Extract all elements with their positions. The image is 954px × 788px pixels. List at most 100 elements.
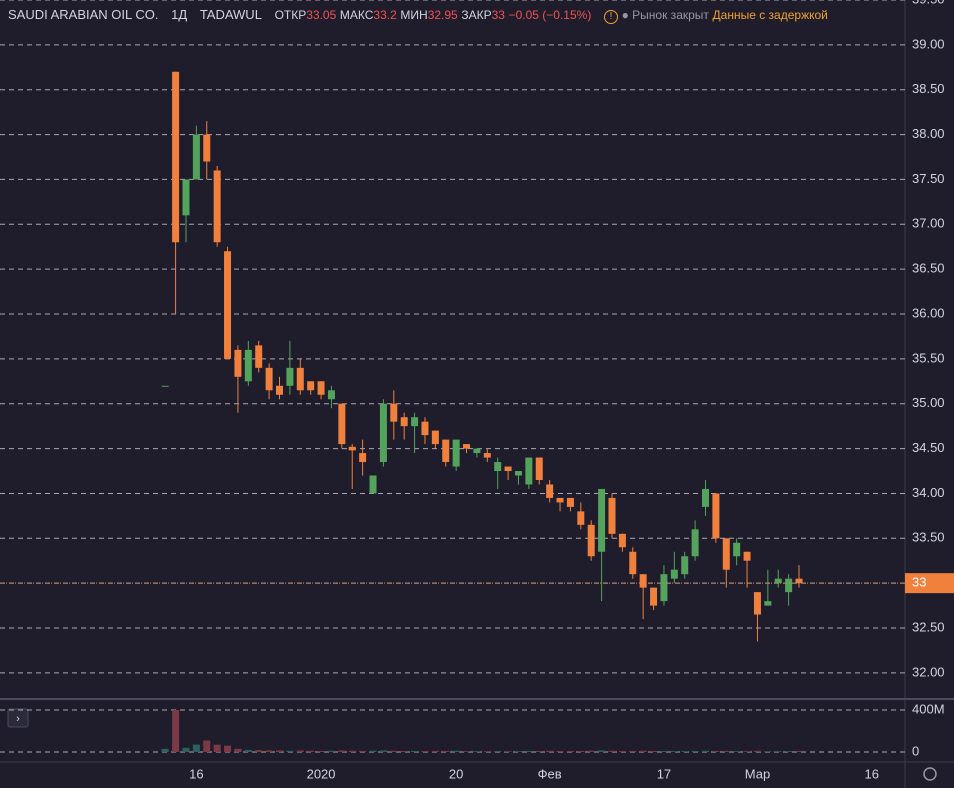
candle-body bbox=[213, 170, 221, 243]
high-label: МАКС bbox=[339, 8, 374, 22]
candle-body bbox=[504, 466, 512, 472]
volume-bar bbox=[504, 751, 512, 752]
legend-header: SAUDI ARABIAN OIL CO. 1Д TADAWUL ОТКР33.… bbox=[8, 7, 828, 24]
candle-body bbox=[192, 134, 200, 180]
volume-bar bbox=[286, 750, 294, 752]
volume-bar bbox=[421, 750, 429, 752]
volume-bar bbox=[650, 750, 658, 752]
volume-bar bbox=[702, 750, 710, 752]
y-tick-label: 33.50 bbox=[912, 530, 945, 545]
volume-bar bbox=[608, 750, 616, 752]
volume-bar bbox=[307, 750, 315, 752]
warning-icon[interactable]: ! bbox=[603, 10, 618, 24]
candle-body bbox=[650, 587, 658, 606]
candle-body bbox=[556, 497, 564, 503]
candle-body bbox=[317, 381, 325, 395]
candle-body bbox=[265, 367, 273, 391]
candle-body bbox=[411, 417, 419, 427]
x-tick-label: 16 bbox=[865, 766, 879, 781]
candle-body bbox=[234, 349, 242, 377]
candle-body bbox=[307, 381, 315, 391]
volume-bar bbox=[733, 751, 741, 752]
candle-body bbox=[338, 403, 346, 445]
candle-body bbox=[255, 345, 263, 368]
y-tick-label: 38.00 bbox=[912, 126, 945, 141]
low-label: МИН bbox=[400, 8, 428, 22]
high-value: 33.2 bbox=[373, 8, 397, 22]
candle-body bbox=[348, 446, 356, 451]
candle-body bbox=[286, 367, 294, 386]
y-tick-label: 39.50 bbox=[912, 0, 945, 6]
volume-bar bbox=[525, 750, 533, 752]
x-tick-label: Фев bbox=[538, 766, 562, 781]
close-label: ЗАКР bbox=[461, 8, 492, 22]
candle-body bbox=[795, 578, 803, 584]
volume-bar bbox=[224, 745, 232, 752]
candle-body bbox=[369, 475, 377, 494]
volume-bar bbox=[379, 750, 387, 752]
candle-body bbox=[691, 529, 699, 557]
candle-body bbox=[733, 542, 741, 557]
volume-bar bbox=[244, 749, 252, 752]
candle-body bbox=[753, 592, 761, 615]
volume-bar bbox=[691, 750, 699, 752]
exchange: TADAWUL bbox=[199, 7, 262, 22]
volume-bar bbox=[743, 751, 751, 752]
volume-bar bbox=[317, 750, 325, 752]
x-tick-label: 20 bbox=[449, 766, 463, 781]
volume-bar bbox=[566, 750, 574, 752]
collapse-button[interactable] bbox=[7, 708, 29, 728]
candle-body bbox=[463, 444, 471, 449]
last-price-box bbox=[905, 573, 954, 594]
volume-bar bbox=[587, 750, 595, 752]
y-tick-label: 38.50 bbox=[912, 81, 945, 96]
volume-bar bbox=[234, 748, 242, 752]
y-tick-label: 36.00 bbox=[912, 305, 945, 320]
volume-bar bbox=[494, 750, 502, 752]
volume-tick-label: 0 bbox=[912, 743, 919, 758]
volume-bar bbox=[670, 751, 678, 752]
candle-body bbox=[546, 484, 554, 498]
candle-body bbox=[681, 556, 689, 575]
volume-bar bbox=[172, 710, 180, 752]
y-tick-label: 35.50 bbox=[912, 350, 945, 365]
candle-body bbox=[566, 497, 574, 507]
volume-bar bbox=[203, 740, 211, 752]
volume-bar bbox=[483, 751, 491, 752]
candle-body bbox=[203, 134, 211, 162]
volume-bar bbox=[296, 750, 304, 752]
candle-body bbox=[442, 439, 450, 463]
volume-bar bbox=[629, 750, 637, 752]
volume-bar bbox=[514, 751, 522, 752]
candle-body bbox=[785, 578, 793, 593]
y-tick-label: 37.00 bbox=[912, 216, 945, 231]
close-value: 33 bbox=[491, 8, 505, 22]
candle-body bbox=[639, 574, 647, 588]
candle-body bbox=[296, 367, 304, 391]
candle-body bbox=[224, 251, 232, 359]
volume-bar bbox=[213, 744, 221, 752]
volume-bar bbox=[431, 750, 439, 752]
settings-icon[interactable] bbox=[923, 767, 937, 781]
symbol: SAUDI ARABIAN OIL CO. bbox=[8, 7, 159, 22]
volume-bar bbox=[463, 751, 471, 752]
candle-body bbox=[483, 453, 491, 458]
candle-body bbox=[359, 453, 367, 463]
volume-bar bbox=[764, 751, 772, 752]
candle-body bbox=[390, 403, 398, 422]
candle-body bbox=[722, 538, 730, 570]
candle-body bbox=[431, 430, 439, 445]
volume-bar bbox=[598, 750, 606, 752]
y-tick-label: 34.00 bbox=[912, 485, 945, 500]
candle-body bbox=[764, 601, 772, 606]
volume-bar bbox=[161, 748, 169, 752]
y-tick-label: 37.50 bbox=[912, 171, 945, 186]
candle-body bbox=[244, 349, 252, 382]
volume-bar bbox=[442, 750, 450, 752]
candle-body bbox=[577, 511, 585, 525]
low-value: 32.95 bbox=[427, 8, 458, 22]
volume-bar bbox=[327, 750, 335, 752]
open-value: 33.05 bbox=[306, 8, 337, 22]
